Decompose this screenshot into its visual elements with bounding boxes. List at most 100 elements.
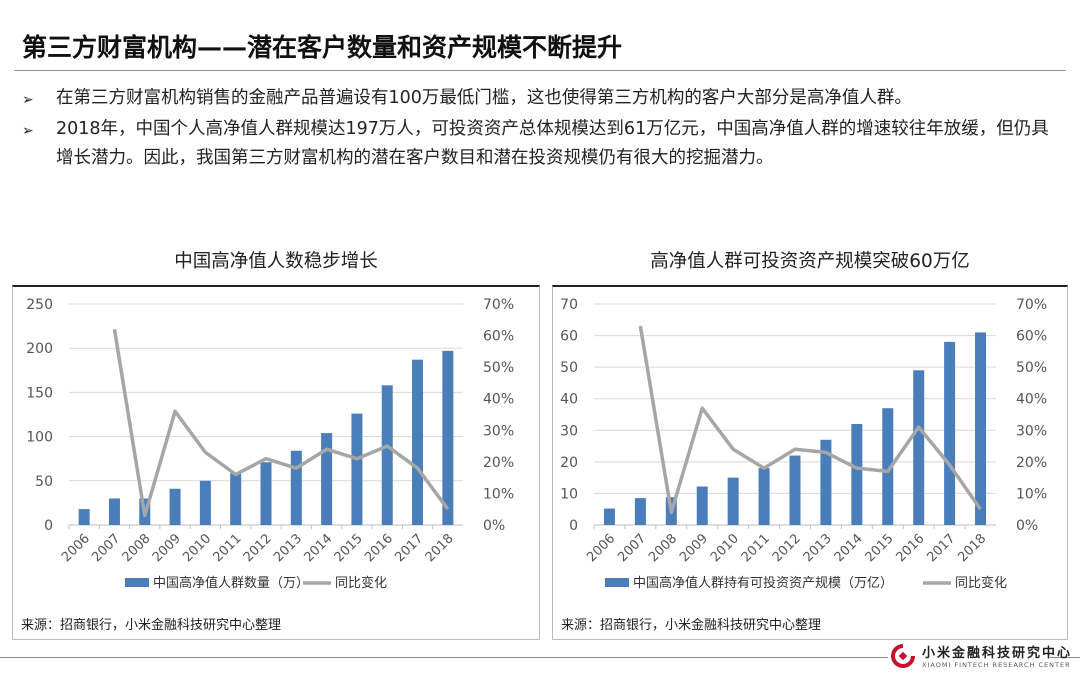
x-tick-label: 2013 [801,531,835,565]
y2-tick-label: 40% [483,392,514,408]
y2-tick-label: 20% [1016,455,1047,471]
x-tick-label: 2015 [332,531,366,565]
y-tick-label: 0 [569,518,578,534]
arrow-right-icon: ➢ [22,123,34,139]
bar [290,450,302,525]
legend-bar-swatch [125,578,149,587]
x-tick-label: 2010 [180,531,214,565]
y2-tick-label: 10% [483,486,514,502]
legend-label: 同比变化 [955,575,1007,591]
x-tick-label: 2014 [832,531,866,565]
bar [851,423,863,525]
bullet-item: ➢ 在第三方财富机构销售的金融产品普遍设有100万最低门槛，这也使得第三方机构的客… [22,84,1062,115]
y-tick-label: 70 [560,297,578,313]
y2-tick-label: 60% [1016,329,1047,345]
y2-tick-label: 40% [1016,392,1047,408]
logo-text: 小米金融科技研究中心 [922,646,1073,661]
bullet-list: ➢ 在第三方财富机构销售的金融产品普遍设有100万最低门槛，这也使得第三方机构的客… [22,84,1062,173]
y2-tick-label: 30% [483,423,514,439]
y-tick-label: 250 [26,297,53,313]
bar [412,359,424,525]
x-tick-label: 2012 [770,531,804,565]
chart-source: 来源：招商银行，小米金融科技研究中心整理 [21,618,282,633]
x-tick-label: 2013 [271,531,305,565]
x-tick-label: 2018 [423,531,457,565]
x-tick-label: 2014 [301,531,335,565]
line-series [112,328,450,518]
chart-title-right: 高净值人群可投资资产规模突破60万亿 [650,251,970,272]
y2-tick-label: 0% [483,518,505,534]
bar [696,486,708,525]
y2-tick-label: 70% [1016,297,1047,313]
title-divider [14,70,1066,71]
logo: 小米金融科技研究中心 XIAOMI FINTECH RESEARCH CENTE… [890,642,1072,669]
legend-label: 同比变化 [335,575,387,591]
y2-tick-label: 0% [1016,518,1038,534]
y-tick-label: 60 [560,329,578,345]
x-tick-label: 2018 [955,531,989,565]
logo-subtext: XIAOMI FINTECH RESEARCH CENTER [922,661,1071,669]
arrow-right-icon: ➢ [22,92,34,108]
bar [944,341,956,525]
bar [260,462,272,525]
chart-left: 来源：招商银行，小米金融科技研究中心整理 0 50 100 150 200 250 0% 10… [12,285,540,640]
x-tick-label: 2011 [739,531,773,565]
bar [381,385,393,525]
bar [230,472,242,525]
x-tick-label: 2015 [863,531,897,565]
bullet-item: ➢ 2018年，中国个人高净值人群规模达197万人，可投资资产总体规模达到61万亿… [22,115,1062,173]
x-tick-label: 2009 [677,531,711,565]
x-tick-label: 2012 [241,531,275,565]
x-tick-label: 2006 [584,531,618,565]
y-tick-label: 200 [26,341,53,357]
chart-source: 来源：招商银行，小米金融科技研究中心整理 [561,618,822,633]
bar [351,413,363,525]
chart-svg: 0 10 20 30 40 50 60 70 0% 10% 20% 30% 40% 50% 60% 70% 20… [560,297,1047,591]
y2-tick-label: 30% [1016,423,1047,439]
chart-title-left: 中国高净值人数稳步增长 [174,251,378,272]
bullet-text: 2018年，中国个人高净值人群规模达197万人，可投资资产总体规模达到61万亿元… [56,119,1049,168]
line-series [638,325,982,515]
y-tick-label: 10 [560,486,578,502]
bar [727,477,739,525]
y-tick-label: 0 [44,518,53,534]
y2-tick-label: 50% [483,360,514,376]
x-tick-label: 2006 [59,531,93,565]
x-tick-label: 2009 [150,531,184,565]
y2-tick-label: 10% [1016,486,1047,502]
footer-divider [1050,657,1080,658]
x-tick-label: 2008 [646,531,680,565]
x-tick-label: 2007 [615,531,649,565]
bar [199,480,211,525]
bullet-text: 在第三方财富机构销售的金融产品普遍设有100万最低门槛，这也使得第三方机构的客户… [56,88,912,108]
y2-tick-label: 60% [483,329,514,345]
y-tick-label: 30 [560,423,578,439]
page-title: 第三方财富机构——潜在客户数量和资产规模不断提升 [22,33,623,62]
y-tick-label: 150 [26,385,53,401]
bar [108,498,120,525]
y-tick-label: 50 [560,360,578,376]
bar [634,498,646,525]
logo-icon [891,643,915,668]
x-tick-label: 2016 [362,531,396,565]
y-tick-label: 20 [560,455,578,471]
legend-label: 中国高净值人群数量（万） [153,575,309,591]
y2-tick-label: 70% [483,297,514,313]
x-tick-label: 2016 [894,531,928,565]
x-tick-label: 2008 [120,531,154,565]
y-tick-label: 100 [26,430,53,446]
legend-label: 中国高净值人群持有可投资资产规模（万亿） [633,575,893,591]
chart-right: 来源：招商银行，小米金融科技研究中心整理 0 10 20 30 40 50 60 70 0% 10… [552,285,1068,640]
bar [913,370,925,525]
bar [169,488,181,525]
bar [442,350,454,525]
x-tick-label: 2017 [392,531,426,565]
bar [78,509,90,525]
bar [975,332,987,525]
bar [882,408,894,525]
bar [820,439,832,525]
bar [321,433,333,525]
bar [603,508,615,525]
bar [789,455,801,525]
footer-divider [0,657,888,658]
